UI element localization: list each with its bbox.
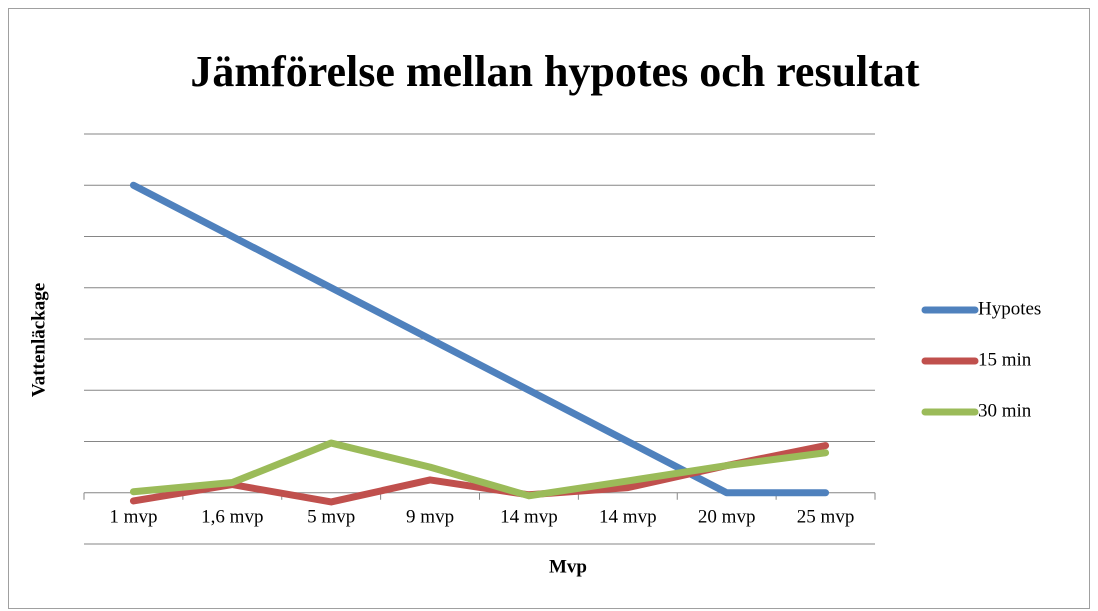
legend-label: 15 min [978,349,1032,370]
chart-frame [8,8,1090,609]
data-line [129,181,830,497]
x-tick-label: 1 mvp [109,507,157,528]
x-tick-label: 14 mvp [500,507,558,528]
y-axis-label: Vattenläckage [28,283,49,397]
data-line [129,439,830,500]
x-tick-label: 25 mvp [797,507,855,528]
legend-label: Hypotes [978,298,1041,319]
chart-title: Jämförelse mellan hypotes och resultat [190,47,920,96]
legend-label: 30 min [978,400,1032,421]
x-tick-label: 14 mvp [599,507,657,528]
x-tick-label: 1,6 mvp [201,507,263,528]
x-axis-label: Mvp [549,556,587,577]
x-tick-label: 9 mvp [406,507,454,528]
x-tick-label: 5 mvp [307,507,355,528]
x-tick-label: 20 mvp [698,507,756,528]
